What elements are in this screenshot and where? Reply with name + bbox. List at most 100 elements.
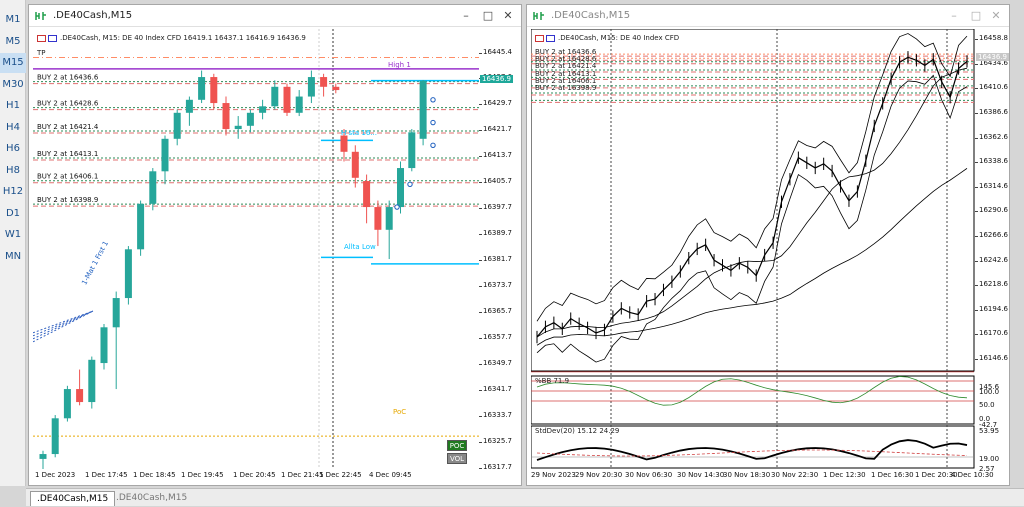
price-tick-label: 16349.7 (483, 359, 512, 368)
minimize-icon[interactable]: – (463, 9, 469, 22)
time-tick-label: 29 Nov 2023 (531, 471, 576, 479)
maximize-icon[interactable]: □ (482, 9, 494, 22)
tick-mark (479, 442, 482, 444)
low-sta-label: Allta Low (344, 243, 376, 251)
buy-level-label: BUY 2 at 16398.9 (37, 196, 98, 204)
bb-percent-line (536, 376, 968, 406)
tick-mark (975, 359, 978, 360)
window-titlebar[interactable]: .DE40Cash,M15 – □ ✕ (29, 5, 521, 27)
candle-body (419, 80, 427, 139)
candle-body (408, 132, 416, 169)
candle-body (397, 168, 404, 208)
chart-window-left[interactable]: .DE40Cash,M15 – □ ✕ BUY 2 at 16436.6 BUY … (28, 4, 522, 486)
candle-body (100, 327, 108, 364)
stddev-tick-label: 19.00 (979, 455, 1000, 463)
timeframe-h12[interactable]: H12 (2, 186, 24, 197)
buy-level-label: BUY 2 at 16421.4 (535, 62, 597, 71)
time-tick-label: 1 Dec 21:45 (281, 471, 324, 479)
time-tick-label: 1 Dec 20:30 (915, 471, 958, 479)
buy-level-label: BUY 2 at 16406.1 (37, 173, 98, 181)
timeframe-h8[interactable]: H8 (6, 164, 20, 176)
price-tick-label: 16314.6 (979, 181, 1008, 190)
window-titlebar[interactable]: .DE40Cash,M15 – □ ✕ (527, 5, 1009, 27)
price-scale[interactable]: 16445.416437.616429.716421.716413.716405… (479, 29, 521, 471)
timeframe-m1[interactable]: M1 (5, 14, 21, 25)
tick-mark (479, 260, 482, 262)
timeframe-m30[interactable]: M30 (2, 78, 24, 90)
time-tick-label: 30 Nov 14:30 (677, 471, 725, 479)
buy-level-label: BUY 2 at 16398.9 (535, 84, 597, 92)
bollinger-middle (536, 67, 968, 338)
order-marker (394, 204, 400, 210)
tick-mark (975, 39, 978, 40)
candle-body (295, 96, 303, 113)
candle-body (234, 125, 242, 130)
tick-mark (479, 338, 482, 340)
candle-body (124, 249, 132, 299)
bb-tick-label: 100.0 (979, 388, 1000, 396)
tick-mark (479, 208, 482, 210)
timeframe-h4[interactable]: H4 (6, 121, 20, 133)
chart-tabs: .DE40Cash,M15 .DE40Cash,M15 (26, 488, 1024, 506)
timeframe-m15[interactable]: M15 (0, 53, 26, 73)
tick-mark (975, 162, 978, 164)
current-price-tag: 16436.9 (480, 75, 513, 83)
poc-button[interactable]: POC (447, 440, 467, 451)
minimize-icon[interactable]: – (951, 9, 957, 22)
chart-window-right[interactable]: .DE40Cash,M15 – □ ✕ .DE40Cash, M15: DE 4… (526, 4, 1010, 486)
stddev-line (536, 439, 968, 461)
price-tick-label: 16333.7 (483, 411, 512, 420)
time-axis[interactable]: 1 Dec 2023 1 Dec 17:45 1 Dec 18:45 1 Dec 19… (33, 469, 479, 483)
timeframe-d1[interactable]: D1 (5, 207, 21, 219)
close-icon[interactable]: ✕ (991, 9, 1001, 22)
bollinger-upper (536, 33, 968, 322)
stddev-tick-label: 53.95 (979, 427, 1000, 435)
candle-body (385, 207, 393, 230)
candle-body (63, 389, 71, 419)
timeframe-m5[interactable]: M5 (5, 35, 21, 47)
close-icon[interactable]: ✕ (503, 9, 513, 22)
maximize-icon[interactable]: □ (970, 9, 982, 22)
tick-mark (975, 334, 978, 336)
timeframe-h1[interactable]: H1 (6, 100, 20, 111)
buy-level-label: BUY 2 at 16413.1 (535, 69, 597, 78)
price-tick-label: 16362.6 (979, 132, 1008, 141)
candle-body (340, 135, 348, 152)
candle-body (320, 77, 328, 87)
slow-moving-average (536, 168, 968, 346)
price-chart-area[interactable]: BUY 2 at 16436.6 BUY 2 at 16428.6 BUY 2 at… (33, 29, 479, 469)
tick-mark (479, 468, 482, 470)
time-tick-label: 29 Nov 20:30 (575, 471, 623, 479)
candle-body (271, 86, 279, 107)
candle-body (149, 171, 157, 204)
vol-button[interactable]: VOL (447, 453, 467, 464)
timeframe-toolbar: M1 M5 M15 M30 H1 H4 H6 H8 H12 D1 W1 MN (0, 0, 26, 486)
bar-chart-with-bollinger[interactable] (531, 29, 975, 469)
tick-mark (479, 182, 482, 184)
tick-mark (479, 130, 482, 132)
price-line (536, 56, 968, 338)
candle-body (51, 418, 59, 455)
candle-body (246, 112, 254, 126)
price-tick-label: 16421.7 (483, 125, 512, 134)
time-axis[interactable]: 29 Nov 2023 29 Nov 20:30 30 Nov 06:30 30 No… (531, 469, 994, 483)
stddev-pane-border (531, 425, 975, 469)
tick-mark (479, 416, 482, 418)
price-tick-label: 16338.6 (979, 157, 1008, 166)
stddev-indicator-label: StdDev(20) 15.12 24.29 (535, 427, 620, 435)
tab-chart-2[interactable]: .DE40Cash,M15 (116, 493, 188, 503)
symbol-info: .DE40Cash, M15: DE 40 Index CFD 16419.1 … (60, 34, 306, 42)
price-chart-area[interactable]: .DE40Cash, M15: DE 40 Index CFD BUY 2 at… (531, 29, 975, 469)
candle-body (307, 77, 315, 97)
poc-label: PoC (393, 408, 407, 416)
price-tick-label: 16413.7 (483, 151, 512, 160)
tab-chart-1[interactable]: .DE40Cash,M15 (30, 491, 116, 506)
timeframe-h6[interactable]: H6 (6, 143, 20, 154)
timeframe-w1[interactable]: W1 (4, 229, 22, 240)
tick-mark (479, 234, 482, 236)
price-scale[interactable]: 16458.8 16434.6 16410.6 16386.6 16362.6 16338… (975, 29, 1009, 473)
fan-line (33, 310, 94, 334)
candlestick-chart[interactable]: BUY 2 at 16436.6 BUY 2 at 16428.6 BUY 2 at… (33, 29, 479, 469)
timeframe-mn[interactable]: MN (4, 250, 22, 262)
time-tick-label: 1 Dec 17:45 (85, 471, 128, 479)
